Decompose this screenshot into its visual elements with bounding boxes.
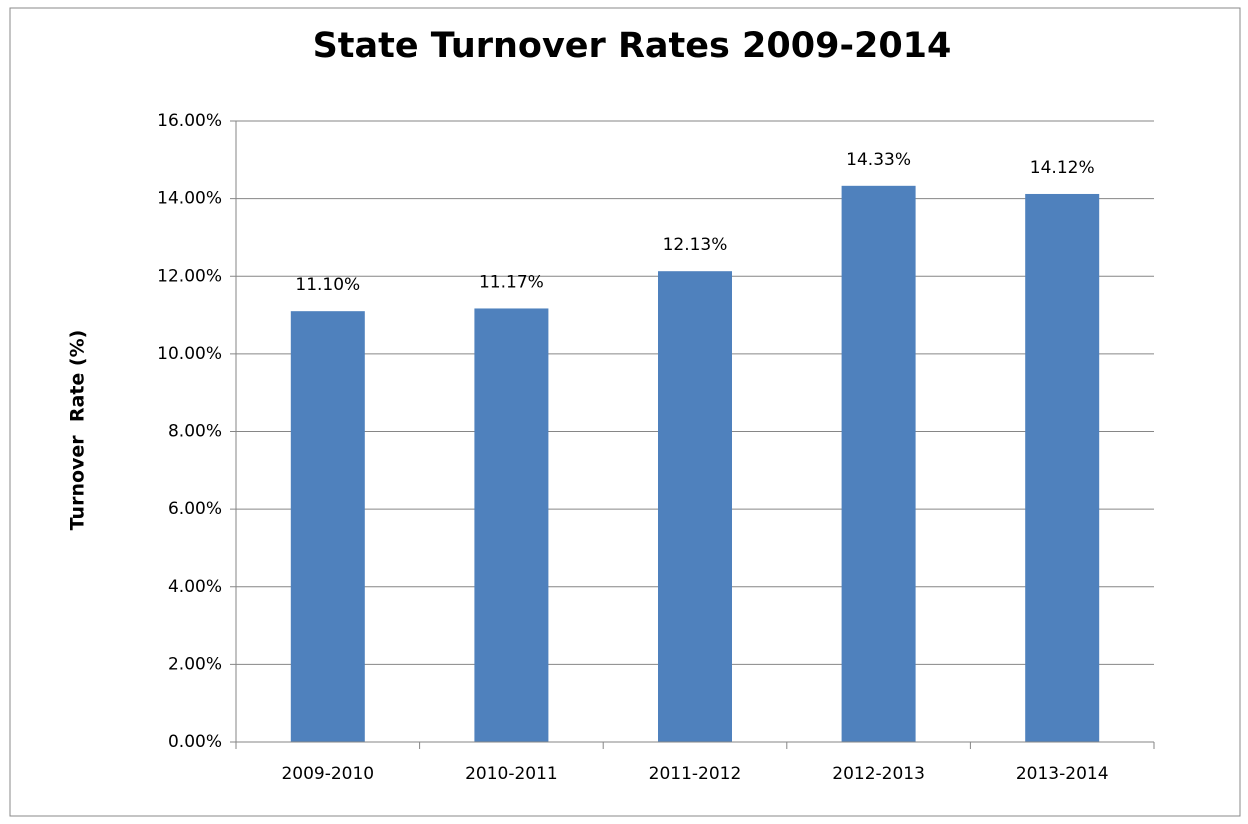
y-tick-label: 0.00% [168, 732, 222, 752]
value-label: 11.10% [295, 275, 360, 295]
y-tick-label: 12.00% [157, 266, 222, 286]
value-label: 14.33% [846, 150, 911, 170]
x-tick-label: 2012-2013 [832, 764, 925, 784]
y-tick-label: 8.00% [168, 422, 222, 442]
bar [290, 311, 365, 742]
y-tick-label: 2.00% [168, 654, 222, 674]
y-tick-label: 14.00% [157, 189, 222, 209]
y-tick-label: 6.00% [168, 499, 222, 519]
y-tick-label: 10.00% [157, 344, 222, 364]
bar [841, 185, 916, 742]
value-label: 12.13% [663, 235, 728, 255]
y-tick-label: 16.00% [157, 111, 222, 131]
bar [1025, 193, 1100, 742]
bar [474, 308, 549, 742]
value-label: 14.12% [1030, 158, 1095, 178]
value-label: 11.17% [479, 272, 544, 292]
x-tick-label: 2011-2012 [649, 764, 742, 784]
bar [658, 271, 732, 742]
x-tick-label: 2010-2011 [465, 764, 558, 784]
x-tick-label: 2009-2010 [281, 764, 374, 784]
x-tick-label: 2013-2014 [1016, 764, 1109, 784]
y-tick-label: 4.00% [168, 577, 222, 597]
y-axis-label: Turnover Rate (%) [67, 330, 89, 531]
chart-title: State Turnover Rates 2009-2014 [313, 26, 952, 66]
